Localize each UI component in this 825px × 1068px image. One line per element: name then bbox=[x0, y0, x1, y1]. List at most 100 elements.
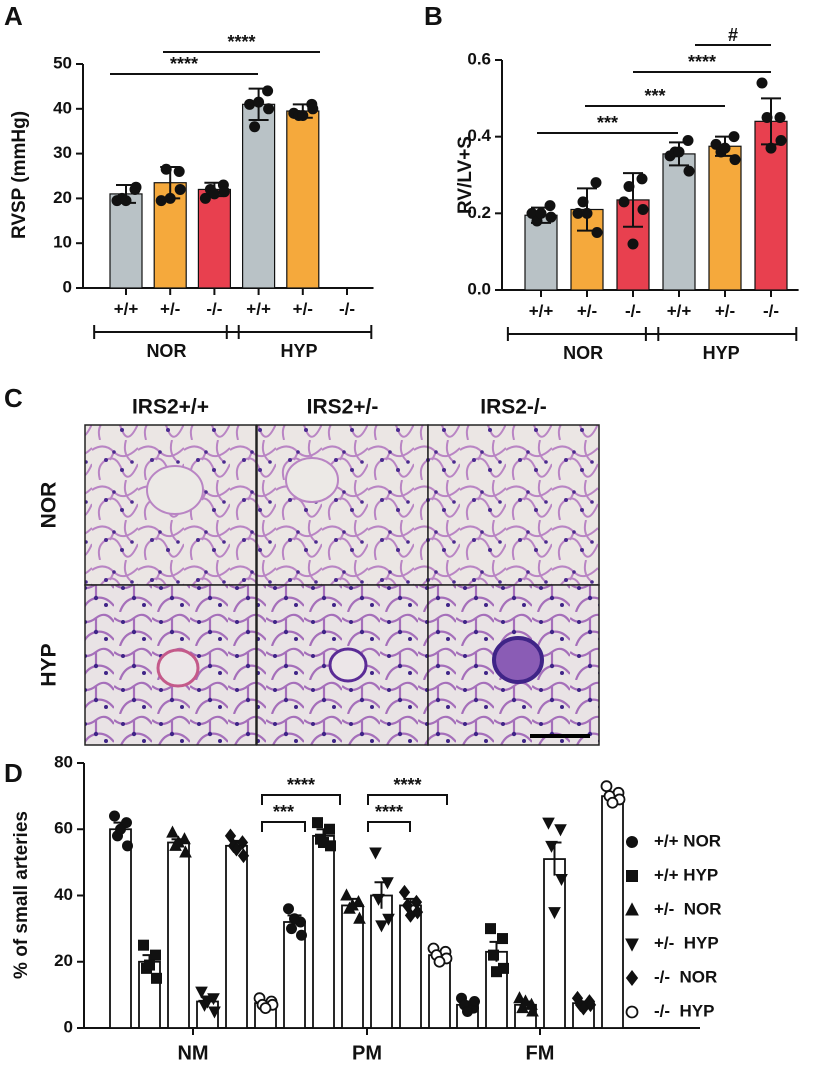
data-point bbox=[130, 181, 142, 193]
y-tick-label: 40 bbox=[53, 98, 72, 117]
data-point bbox=[346, 898, 359, 911]
bar bbox=[601, 795, 624, 1029]
data-point bbox=[138, 939, 149, 951]
group-label: NOR bbox=[563, 343, 603, 363]
data-point bbox=[516, 1001, 529, 1014]
x-tick-label: -/- bbox=[625, 301, 641, 320]
data-point bbox=[120, 195, 132, 207]
y-tick-label: 0 bbox=[63, 277, 72, 296]
data-point bbox=[577, 1000, 590, 1016]
data-point bbox=[199, 192, 211, 204]
legend-marker bbox=[625, 902, 639, 916]
group-label: NOR bbox=[146, 341, 186, 361]
legend-marker bbox=[625, 938, 639, 952]
data-point bbox=[208, 1006, 221, 1019]
significance-label: **** bbox=[688, 52, 716, 72]
data-point bbox=[404, 908, 417, 923]
x-tick-label: FM bbox=[526, 1042, 555, 1064]
group-label: HYP bbox=[281, 341, 318, 361]
data-point bbox=[375, 920, 388, 933]
significance-label: **** bbox=[287, 775, 315, 795]
data-point bbox=[591, 227, 603, 238]
data-point bbox=[155, 195, 167, 207]
data-point bbox=[115, 823, 126, 835]
data-point bbox=[164, 192, 176, 204]
panel-label: A bbox=[4, 1, 23, 31]
y-tick-label: 30 bbox=[53, 143, 72, 162]
y-tick-label: 0.0 bbox=[467, 279, 491, 298]
data-point bbox=[469, 996, 480, 1007]
y-tick-label: 0.4 bbox=[467, 126, 491, 145]
data-point bbox=[618, 196, 630, 208]
data-point bbox=[307, 103, 319, 115]
data-point bbox=[491, 966, 502, 978]
data-point bbox=[144, 959, 155, 971]
data-point bbox=[623, 181, 635, 192]
data-point bbox=[237, 848, 250, 864]
data-point bbox=[513, 991, 526, 1004]
data-point bbox=[201, 996, 214, 1009]
y-tick-label: 0.2 bbox=[467, 203, 491, 222]
y-tick-label: 20 bbox=[53, 188, 72, 207]
row-label: HYP bbox=[38, 643, 61, 686]
y-tick-label: 10 bbox=[53, 233, 72, 252]
data-point bbox=[682, 135, 694, 146]
x-tick-label: +/+ bbox=[667, 301, 692, 320]
column-label: IRS2-/- bbox=[480, 396, 547, 419]
group-bracket bbox=[644, 327, 798, 341]
vessel bbox=[328, 647, 368, 683]
data-point bbox=[548, 907, 561, 920]
data-point bbox=[122, 840, 133, 852]
data-point bbox=[352, 895, 365, 908]
data-point bbox=[761, 112, 773, 123]
legend-marker bbox=[626, 836, 638, 848]
data-point bbox=[606, 796, 619, 809]
data-point bbox=[173, 166, 185, 178]
bar bbox=[197, 188, 231, 289]
data-point bbox=[218, 186, 230, 198]
y-axis-title: RVSP (mmHg) bbox=[9, 111, 30, 239]
significance-bracket bbox=[261, 794, 341, 805]
data-point bbox=[262, 85, 274, 97]
x-tick-label: +/- bbox=[293, 299, 313, 318]
data-point bbox=[297, 110, 309, 122]
data-point bbox=[249, 121, 261, 133]
data-point bbox=[719, 142, 731, 154]
data-point bbox=[340, 888, 353, 901]
data-point bbox=[160, 163, 172, 175]
data-point bbox=[545, 211, 557, 223]
data-point bbox=[636, 173, 648, 185]
data-point bbox=[286, 923, 297, 935]
significance-label: *** bbox=[644, 86, 665, 106]
data-point bbox=[289, 913, 300, 925]
data-point bbox=[497, 933, 508, 945]
data-point bbox=[312, 817, 323, 829]
data-point bbox=[208, 188, 220, 200]
vessel bbox=[492, 636, 544, 684]
legend-label: +/+ HYP bbox=[654, 865, 718, 884]
data-point bbox=[433, 955, 446, 968]
bar bbox=[524, 214, 558, 291]
column-label: IRS2+/- bbox=[307, 396, 379, 419]
y-axis-title: RV/LV+S bbox=[455, 136, 476, 214]
data-point bbox=[283, 903, 294, 915]
x-tick-label: -/- bbox=[206, 299, 222, 318]
column-label: IRS2+/+ bbox=[132, 396, 209, 419]
data-point bbox=[259, 1002, 272, 1015]
data-point bbox=[545, 840, 558, 853]
x-tick-label: -/- bbox=[763, 301, 779, 320]
error-bar bbox=[623, 172, 643, 228]
bar bbox=[399, 904, 422, 1029]
data-point bbox=[178, 832, 191, 845]
row-label: NOR bbox=[38, 482, 61, 529]
bar bbox=[109, 828, 132, 1029]
data-point bbox=[166, 825, 179, 838]
data-point bbox=[172, 835, 185, 848]
data-point bbox=[555, 873, 568, 887]
significance-label: **** bbox=[375, 802, 403, 822]
data-point bbox=[728, 131, 740, 143]
legend-label: -/- NOR bbox=[654, 967, 717, 986]
micrograph bbox=[256, 424, 429, 586]
data-point bbox=[401, 898, 414, 913]
